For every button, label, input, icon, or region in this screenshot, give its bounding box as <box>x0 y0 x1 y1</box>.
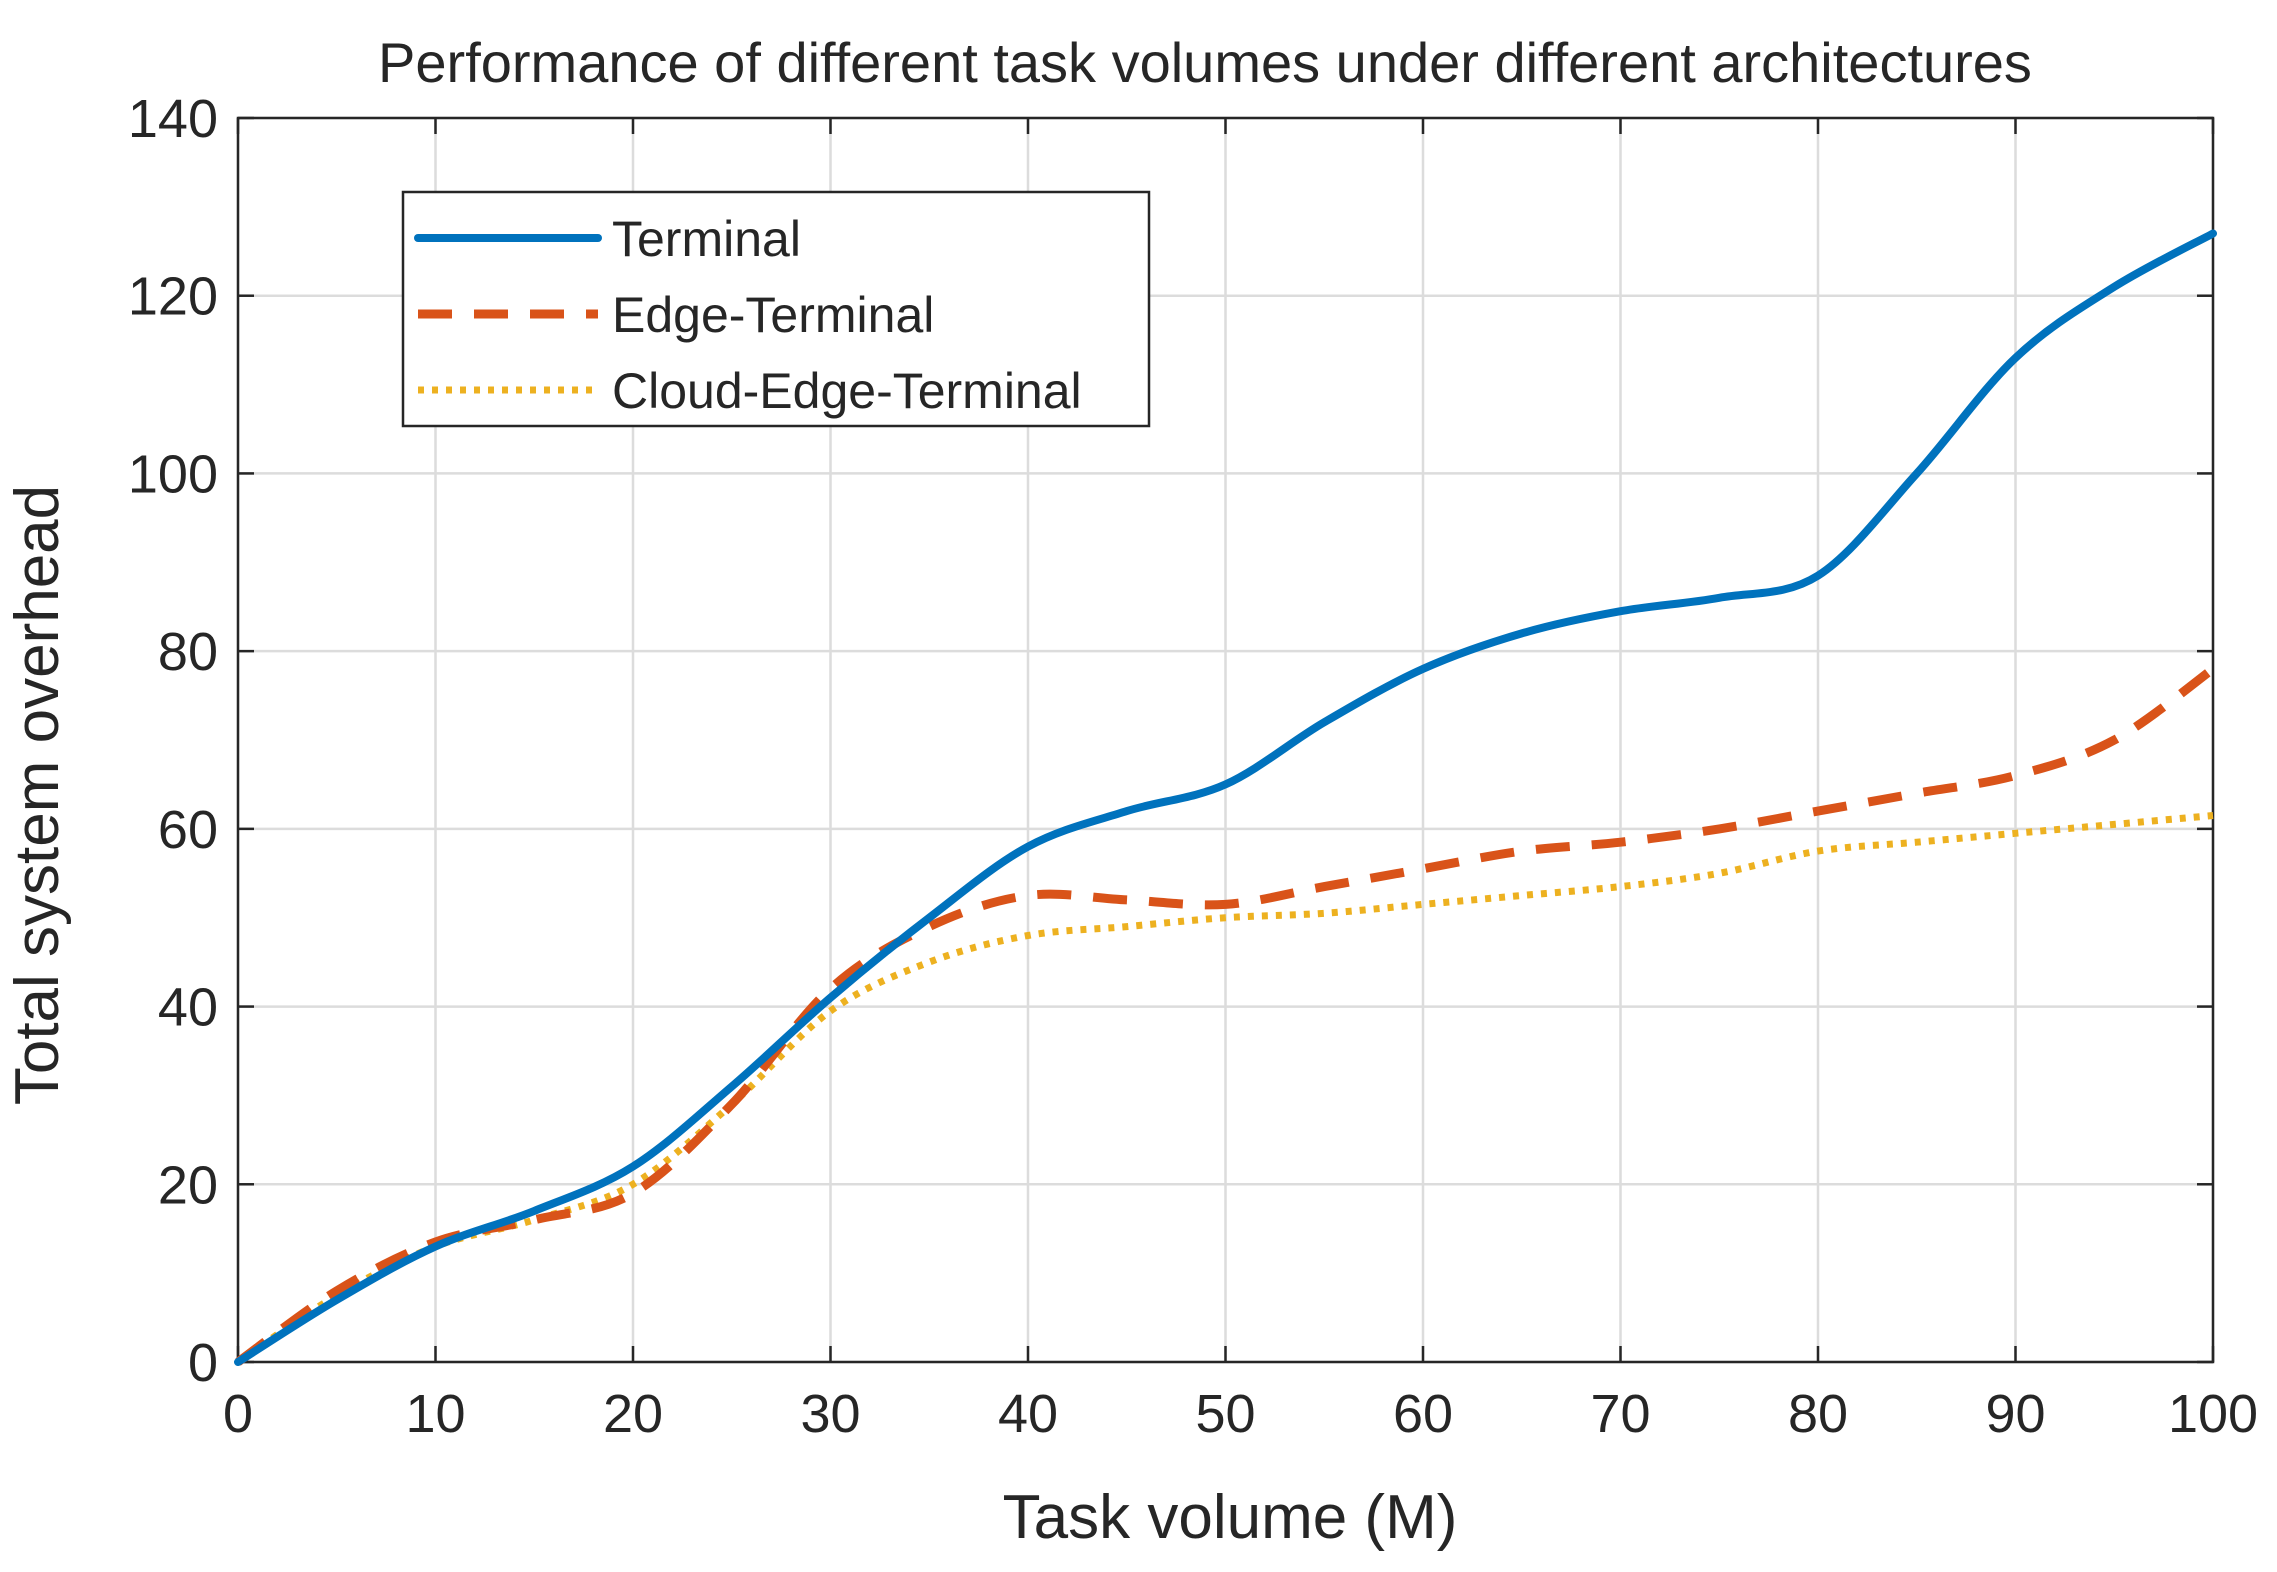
y-tick-label: 40 <box>158 978 218 1038</box>
legend-label: Edge-Terminal <box>612 287 934 343</box>
legend-box <box>401 190 1151 428</box>
x-tick-label: 80 <box>1788 1384 1848 1444</box>
chart-title: Performance of different task volumes un… <box>378 31 2032 94</box>
y-tick-label: 120 <box>128 267 218 327</box>
x-tick-label: 90 <box>1985 1384 2045 1444</box>
x-tick-label: 30 <box>800 1384 860 1444</box>
y-axis-label: Total system overhead <box>3 485 72 1105</box>
y-tick-label: 100 <box>128 444 218 504</box>
x-tick-label: 0 <box>223 1384 253 1444</box>
y-tick-label: 0 <box>188 1333 218 1393</box>
series-lines <box>234 229 2217 1366</box>
legend-label: Cloud-Edge-Terminal <box>612 363 1082 419</box>
x-tick-label: 50 <box>1195 1384 1255 1444</box>
series-line-edge-terminal <box>235 665 2216 1366</box>
x-tick-label: 60 <box>1393 1384 1453 1444</box>
x-tick-label: 40 <box>998 1384 1058 1444</box>
series-line-terminal <box>234 229 2217 1366</box>
y-tick-label: 60 <box>158 800 218 860</box>
x-tick-label: 20 <box>603 1384 663 1444</box>
x-tick-label: 70 <box>1590 1384 1650 1444</box>
y-tick-label: 20 <box>158 1155 218 1215</box>
axis-ticks: 0 10 20 30 40 50 60 70 80 90 100 0 20 40 60 80 100 120 140 <box>128 89 2258 1444</box>
x-tick-label: 100 <box>2168 1384 2258 1444</box>
legend-label: Terminal <box>612 211 801 267</box>
y-tick-label: 80 <box>158 622 218 682</box>
x-axis-label: Task volume (M) <box>1003 1483 1458 1552</box>
y-tick-label: 140 <box>128 89 218 149</box>
legend: Terminal Edge-Terminal Cloud-Edge-Terminal <box>401 190 1151 428</box>
x-tick-label: 10 <box>405 1384 465 1444</box>
